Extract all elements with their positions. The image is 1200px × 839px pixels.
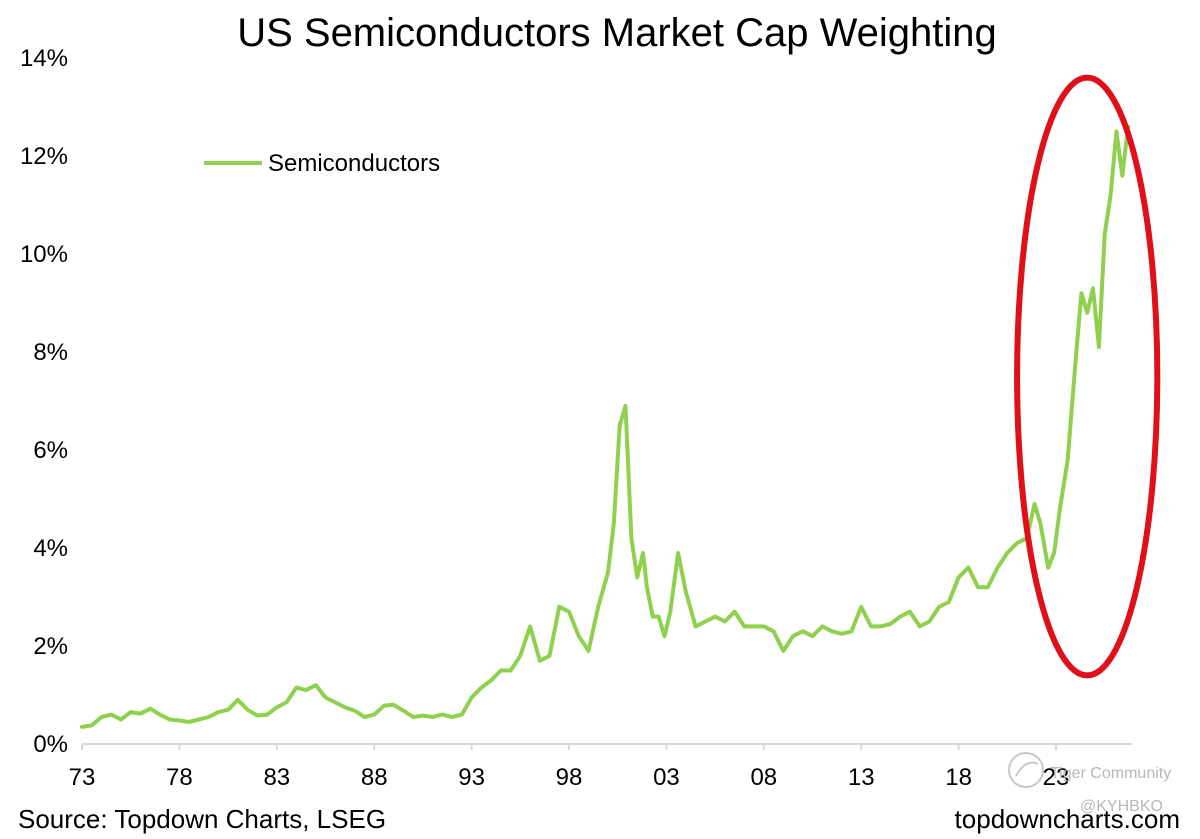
x-tick-label: 13 (848, 764, 875, 791)
y-tick-label: 4% (33, 535, 68, 562)
y-tick-label: 0% (33, 731, 68, 758)
y-tick-label: 6% (33, 437, 68, 464)
y-tick-label: 8% (33, 339, 68, 366)
source-note: Source: Topdown Charts, LSEG (18, 804, 386, 834)
y-tick-label: 12% (20, 143, 68, 170)
series-line-semiconductors (80, 124, 1131, 729)
y-tick-label: 10% (20, 241, 68, 268)
watermark-user: @KYHBKO (1080, 798, 1163, 815)
y-axis: 0% 2% 4% 6% 8% 10% 12% 14% (20, 45, 68, 758)
legend-label: Semiconductors (268, 150, 440, 177)
watermark-logo-stroke (1015, 761, 1039, 777)
watermark-community: Tiger Community (1050, 765, 1171, 782)
watermark: Tiger Community @KYHBKO (1008, 752, 1171, 815)
highlight-ellipse (1014, 74, 1161, 679)
x-tick-label: 23 (1043, 764, 1070, 791)
x-tick-label: 18 (945, 764, 972, 791)
x-tick-label: 83 (263, 764, 290, 791)
x-tick-label: 88 (361, 764, 388, 791)
x-tick-label: 93 (458, 764, 485, 791)
y-tick-label: 2% (33, 633, 68, 660)
x-tick-label: 73 (69, 764, 96, 791)
watermark-logo-icon (1008, 752, 1044, 788)
x-tick-label: 78 (166, 764, 193, 791)
y-tick-label: 14% (20, 45, 68, 72)
x-tick-label: 08 (750, 764, 777, 791)
chart-title: US Semiconductors Market Cap Weighting (237, 11, 997, 55)
x-axis: 73 78 83 88 93 98 03 08 13 18 23 (69, 744, 1070, 791)
x-tick-label: 98 (556, 764, 583, 791)
x-tick-label: 03 (653, 764, 680, 791)
legend: Semiconductors (204, 150, 440, 177)
site-credit: topdowncharts.com (955, 804, 1180, 834)
